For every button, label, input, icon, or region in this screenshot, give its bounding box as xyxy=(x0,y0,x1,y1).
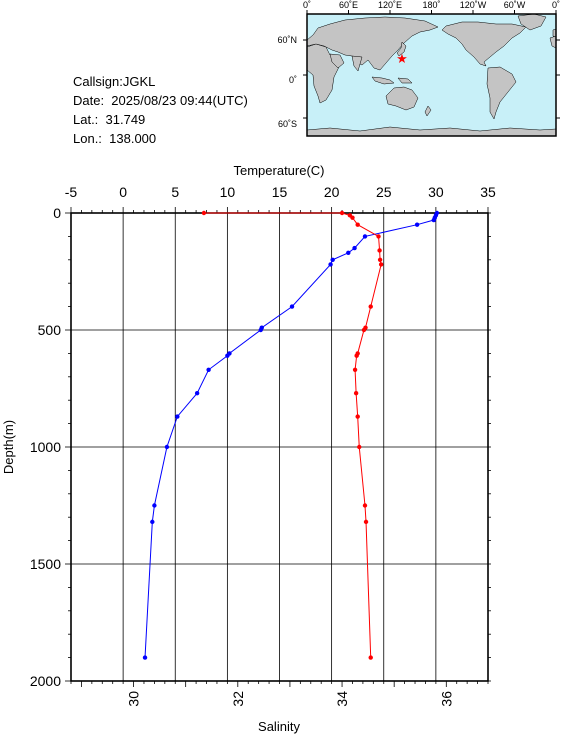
salinity-data-point xyxy=(362,503,368,508)
world-map: 0˚ 60˚E 120˚E 180˚ 120˚W 60˚W 0˚ 60˚N 0˚… xyxy=(277,0,560,137)
temperature-data-point xyxy=(150,519,155,525)
chart-minor-ticks xyxy=(65,207,491,687)
depth-tick-label: 1500 xyxy=(30,556,61,572)
salinity-data-point xyxy=(378,262,384,267)
temperature-data-point xyxy=(346,250,351,255)
map-lat-labels: 60˚N 0˚ 60˚S xyxy=(277,35,297,129)
salinity-tick-label: 30 xyxy=(126,691,142,707)
temperature-data-point xyxy=(328,262,333,267)
temperature-data-point xyxy=(194,390,200,396)
profile-chart: -5 0 5 10 15 20 25 30 35 30 32 34 36 05001000150020… xyxy=(1,163,496,734)
temperature-tick-label: 10 xyxy=(220,184,236,200)
map-lon-label: 120˚W xyxy=(460,0,487,10)
map-lat-label: 60˚N xyxy=(277,35,297,45)
salinity-data-point xyxy=(352,367,358,372)
temperature-data-point xyxy=(431,217,436,223)
map-ticks xyxy=(303,10,560,119)
station-marker-icon: ★ xyxy=(396,51,408,66)
temperature-tick-label: 15 xyxy=(272,184,288,200)
temperature-data-point xyxy=(289,304,295,309)
svg-text:★: ★ xyxy=(396,51,408,66)
salinity-data-point xyxy=(355,222,360,227)
salinity-data-point xyxy=(368,304,373,309)
map-lon-label: 60˚E xyxy=(339,0,358,10)
map-lat-label: 0˚ xyxy=(289,75,297,85)
temperature-tick-label: 5 xyxy=(171,184,179,200)
salinity-data-point xyxy=(353,390,359,396)
temperature-tick-label: 30 xyxy=(428,184,444,200)
date-text: Date: 2025/08/23 09:44(UTC) xyxy=(73,93,248,108)
salinity-data-point xyxy=(377,257,383,262)
temperature-tick-label: 20 xyxy=(324,184,340,200)
map-lon-label: 120˚E xyxy=(378,0,402,10)
temperature-data-point xyxy=(164,444,170,450)
salinity-data-point xyxy=(368,655,373,660)
temperature-data-point xyxy=(206,367,211,372)
map-lat-label: 60˚S xyxy=(278,119,297,129)
temperature-data-point xyxy=(330,257,335,262)
temperature-data-point xyxy=(142,655,148,660)
salinity-data-point xyxy=(354,353,359,358)
depth-tick-label: 0 xyxy=(53,205,61,221)
salinity-profile-line xyxy=(203,212,382,658)
temperature-data-point xyxy=(362,234,368,239)
salinity-tick-label: 34 xyxy=(334,691,350,707)
depth-ticks: 0 500 1000 1500 2000 xyxy=(30,205,61,689)
map-land xyxy=(306,13,557,137)
salinity-data-point xyxy=(201,210,207,216)
salinity-data-point xyxy=(355,414,360,419)
callsign-text: Callsign:JGKL xyxy=(73,74,156,89)
temperature-tick-label: 25 xyxy=(376,184,392,200)
depth-axis-label: Depth(m) xyxy=(1,420,16,474)
depth-tick-label: 1000 xyxy=(30,439,61,455)
temperature-tick-label: -5 xyxy=(65,184,78,200)
salinity-axis-label: Salinity xyxy=(258,719,300,734)
temperature-data-point xyxy=(225,353,230,358)
temperature-tick-label: 0 xyxy=(119,184,127,200)
map-lon-labels: 0˚ 60˚E 120˚E 180˚ 120˚W 60˚W 0˚ xyxy=(303,0,560,10)
longitude-text: Lon.: 138.000 xyxy=(73,131,157,146)
depth-tick-label: 500 xyxy=(38,322,62,338)
temperature-data-point xyxy=(414,222,420,227)
salinity-data-point xyxy=(377,248,382,253)
map-lon-label: 0˚ xyxy=(303,0,311,10)
salinity-data-point xyxy=(339,210,345,216)
temperature-data-point xyxy=(175,414,180,419)
depth-tick-label: 2000 xyxy=(30,673,61,689)
salinity-tick-label: 36 xyxy=(438,691,454,707)
temperature-axis-label: Temperature(C) xyxy=(233,163,324,178)
salinity-data-point xyxy=(357,444,362,450)
profile-series xyxy=(142,210,440,660)
temperature-data-point xyxy=(352,245,357,251)
salinity-data-point xyxy=(361,327,367,333)
salinity-data-point xyxy=(363,519,369,525)
temperature-data-point xyxy=(152,503,157,508)
temperature-tick-label: 35 xyxy=(480,184,496,200)
salinity-tick-label: 32 xyxy=(230,691,246,707)
map-lon-label: 60˚W xyxy=(504,0,526,10)
latitude-text: Lat.: 31.749 xyxy=(73,112,146,127)
temperature-data-point xyxy=(258,327,263,333)
salinity-data-point xyxy=(350,215,355,220)
temperature-profile-line xyxy=(144,212,438,658)
chart-grid xyxy=(70,212,489,682)
temperature-ticks: -5 0 5 10 15 20 25 30 35 xyxy=(65,184,496,200)
station-info: Callsign:JGKL Date: 2025/08/23 09:44(UTC… xyxy=(73,72,248,148)
salinity-ticks: 30 32 34 36 xyxy=(126,691,455,707)
salinity-data-point xyxy=(376,234,381,239)
map-lon-label: 0˚ xyxy=(552,0,560,10)
map-lon-label: 180˚ xyxy=(422,0,440,10)
